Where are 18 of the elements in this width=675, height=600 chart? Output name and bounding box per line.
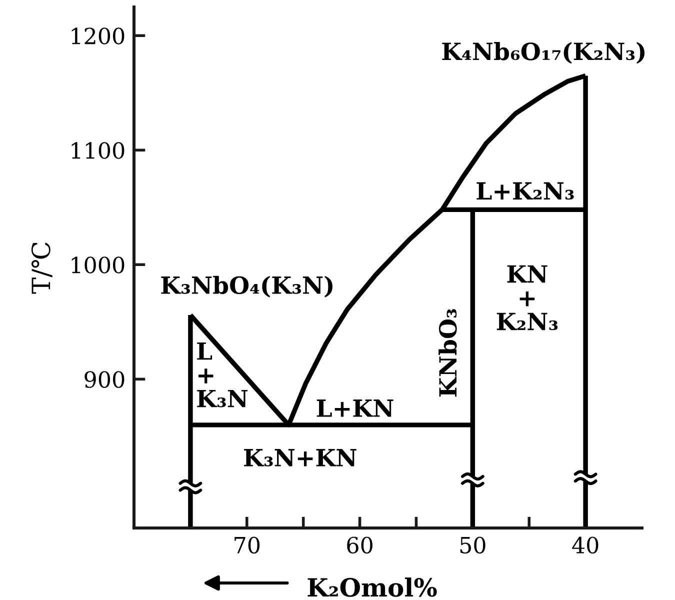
y-tick-label: 1100 [72,142,124,159]
y-tick-label: 1000 [72,256,124,274]
annotation: L+K₂N₃ [476,182,574,200]
annotation: L + K₃N [197,342,248,408]
annotation: KN + K₂N₃ [496,265,558,330]
annotation: K₄Nb₆O₁₇(K₂N₃) [442,42,644,64]
annotation: K₃NbO₄(K₃N) [161,276,332,298]
x-axis-title: K₂Omol% [308,577,437,597]
x-tick-label: 70 [234,536,260,554]
annotation: KNbO₃ [438,309,457,397]
annotation: L+KN [316,400,394,417]
x-tick-label: 50 [460,536,486,554]
y-axis-title: T/℃ [31,242,52,294]
x-tick-label: 40 [572,536,598,554]
y-tick-label: 900 [84,371,124,388]
y-tick-label: 1200 [72,28,124,44]
x-tick-label: 60 [347,536,372,554]
annotation: K₃N+KN [244,449,356,466]
